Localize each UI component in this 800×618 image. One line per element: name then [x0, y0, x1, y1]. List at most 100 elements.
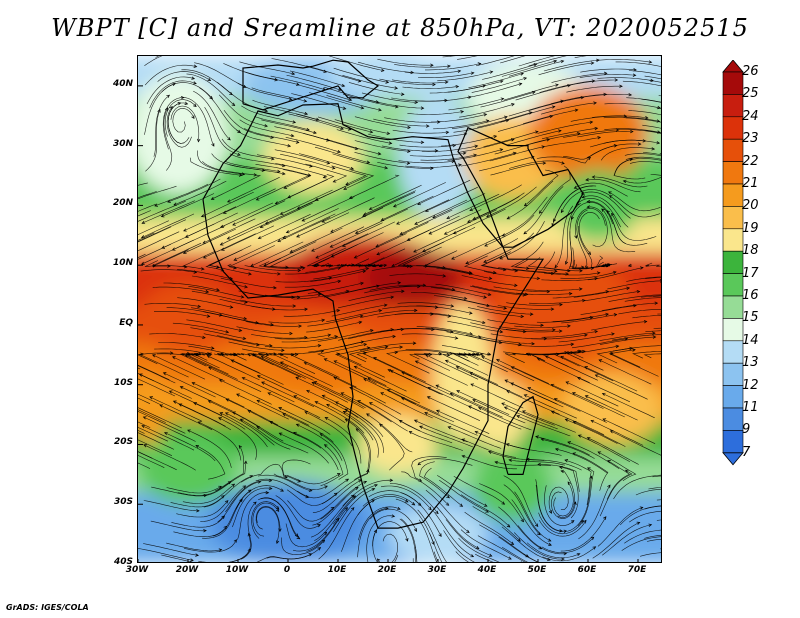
streamline-arrow [608, 195, 613, 199]
streamline-arrow [529, 312, 534, 316]
colorbar-swatch [722, 206, 744, 230]
streamline-arrow [472, 399, 476, 403]
streamline [416, 305, 473, 314]
lat-tick-label: 30S [113, 497, 133, 508]
streamline [615, 61, 661, 67]
streamline-arrow [417, 201, 421, 206]
streamline [363, 190, 416, 216]
streamline [330, 207, 384, 233]
streamline [541, 331, 598, 338]
streamline [364, 286, 420, 294]
streamline-arrow [179, 386, 184, 390]
streamline-arrow [203, 529, 207, 533]
streamline [310, 270, 366, 282]
streamline [397, 250, 431, 267]
streamline [366, 413, 413, 453]
streamline-arrow [280, 352, 284, 357]
streamline-arrow [267, 392, 272, 396]
streamline [138, 231, 180, 252]
streamline [138, 364, 170, 381]
streamline [239, 119, 294, 137]
streamline-arrow [193, 103, 197, 107]
streamline [245, 321, 302, 327]
coastline [202, 103, 545, 529]
streamline-arrow [565, 381, 570, 385]
streamline [468, 405, 522, 430]
streamline-arrow [563, 529, 568, 533]
streamline-arrow [330, 229, 334, 233]
streamline [255, 164, 311, 176]
streamline-arrow [489, 70, 494, 74]
streamline [429, 312, 485, 324]
streamline-arrow [574, 108, 579, 112]
streamline [256, 154, 313, 167]
streamline-arrow [216, 265, 220, 269]
streamline [552, 313, 609, 322]
streamline-arrow [344, 418, 349, 422]
streamline [611, 334, 661, 341]
streamline [478, 336, 535, 345]
streamline [567, 476, 592, 532]
streamline-arrow [342, 106, 347, 110]
streamline [373, 357, 426, 383]
streamline-arrow [533, 63, 538, 67]
streamline-arrow [202, 240, 207, 244]
streamline [256, 506, 280, 544]
streamline [400, 492, 442, 537]
streamline [481, 356, 535, 382]
streamline-arrow [384, 345, 389, 349]
streamline [269, 249, 307, 268]
streamline-arrow [590, 419, 595, 423]
streamline [611, 213, 657, 241]
streamline [458, 537, 500, 562]
streamline [439, 479, 489, 513]
streamline-arrow [550, 271, 555, 276]
streamline-arrow [459, 503, 464, 507]
streamline [455, 551, 469, 562]
streamline [566, 85, 623, 93]
streamline-arrow [326, 161, 331, 165]
streamline [576, 209, 588, 269]
streamline [554, 398, 607, 423]
streamline-arrow [257, 236, 262, 240]
streamline [599, 336, 656, 345]
streamline-arrow [483, 295, 487, 299]
streamline [149, 396, 203, 422]
streamline-arrow [268, 486, 273, 491]
colorbar-swatch [722, 250, 744, 274]
streamline [419, 461, 450, 499]
streamline-arrow [229, 305, 234, 309]
streamline-arrow [633, 304, 637, 308]
streamline [310, 494, 355, 538]
streamline [183, 206, 237, 232]
streamline [433, 120, 489, 130]
streamline [369, 284, 426, 291]
streamline [580, 305, 637, 315]
streamline-arrow [573, 185, 578, 189]
streamline [598, 359, 652, 385]
streamline-arrow [651, 147, 656, 151]
streamline [151, 242, 202, 267]
streamline-arrow [568, 292, 573, 296]
streamline-arrow [344, 408, 349, 412]
streamline-arrow [446, 353, 451, 357]
streamline-arrow [256, 399, 261, 403]
streamline [228, 245, 275, 269]
streamline [548, 486, 569, 514]
streamline-arrow [265, 490, 270, 495]
streamline-arrow [470, 71, 475, 75]
streamline-arrow [311, 248, 315, 252]
streamline-arrow [389, 478, 394, 482]
streamline-arrow [547, 538, 552, 542]
streamline [344, 408, 384, 453]
streamline [645, 330, 661, 332]
streamline-arrow [399, 345, 404, 349]
streamline-arrow [224, 412, 229, 416]
streamline [338, 329, 394, 341]
streamline-arrow [584, 333, 588, 337]
streamline [641, 98, 661, 103]
streamline-arrow [607, 484, 611, 489]
streamline [574, 182, 628, 197]
streamline-arrow [291, 295, 296, 299]
streamline [331, 165, 367, 185]
